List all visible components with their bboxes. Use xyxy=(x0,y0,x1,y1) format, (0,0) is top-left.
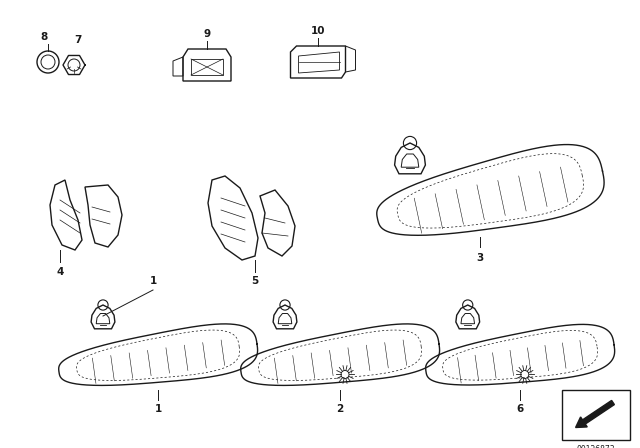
Text: 9: 9 xyxy=(204,29,211,39)
Text: 2: 2 xyxy=(337,404,344,414)
Text: 5: 5 xyxy=(252,276,259,286)
Text: 1: 1 xyxy=(154,404,162,414)
Text: 10: 10 xyxy=(311,26,325,36)
Text: 7: 7 xyxy=(74,35,82,45)
Text: 1: 1 xyxy=(149,276,157,286)
Text: 8: 8 xyxy=(40,32,47,42)
Text: 00126873: 00126873 xyxy=(577,445,615,448)
FancyArrow shape xyxy=(575,401,614,427)
Text: 4: 4 xyxy=(56,267,64,277)
Text: 6: 6 xyxy=(516,404,524,414)
Text: 3: 3 xyxy=(476,253,484,263)
Bar xyxy=(562,390,630,440)
